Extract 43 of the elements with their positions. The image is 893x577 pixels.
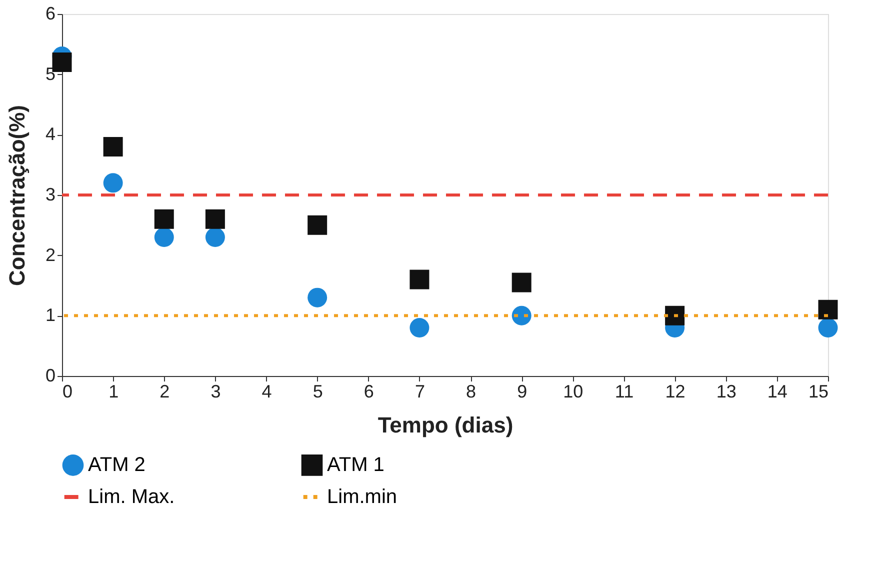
y-tick-label: 3 bbox=[45, 184, 56, 204]
point bbox=[154, 228, 174, 247]
x-axis-title: Tempo (dias) bbox=[378, 412, 514, 438]
x-tick-label: 8 bbox=[466, 382, 476, 402]
point bbox=[512, 306, 532, 326]
legend-label: Lim. Max. bbox=[88, 486, 175, 508]
point bbox=[410, 318, 430, 338]
point bbox=[818, 318, 838, 338]
x-tick-label: 4 bbox=[262, 382, 272, 402]
x-tick-label: 14 bbox=[767, 382, 788, 402]
y-axis-title: Concentração(%) bbox=[4, 105, 30, 286]
point bbox=[665, 306, 685, 326]
y-tick-label: 4 bbox=[45, 124, 56, 144]
point bbox=[308, 288, 328, 308]
x-tick-label: 6 bbox=[364, 382, 374, 402]
point bbox=[205, 228, 225, 247]
x-tick-label: 12 bbox=[665, 382, 686, 402]
x-tick-label: 10 bbox=[563, 382, 584, 402]
x-tick-label: 11 bbox=[614, 382, 634, 402]
legend-label: ATM 1 bbox=[327, 454, 384, 476]
legend-label: ATM 2 bbox=[88, 454, 146, 476]
point bbox=[410, 270, 430, 290]
point bbox=[103, 173, 123, 193]
point bbox=[154, 209, 174, 229]
x-tick-label: 1 bbox=[108, 382, 119, 402]
x-tick-label: 5 bbox=[312, 382, 323, 402]
x-tick-label: 3 bbox=[210, 382, 221, 402]
x-tick-label: 0 bbox=[62, 382, 73, 402]
y-tick-label: 6 bbox=[45, 4, 56, 24]
point bbox=[205, 209, 225, 229]
y-tick-label: 1 bbox=[45, 305, 56, 326]
x-tick-label: 15 bbox=[808, 382, 828, 402]
point bbox=[103, 136, 123, 156]
x-tick-label: 9 bbox=[517, 382, 528, 402]
x-tick-label: 7 bbox=[414, 382, 425, 402]
legend-label: Lim.min bbox=[327, 486, 398, 508]
point bbox=[818, 300, 838, 320]
x-tick-label: 13 bbox=[716, 382, 736, 402]
x-tick-label: 2 bbox=[160, 382, 170, 402]
y-tick-label: 2 bbox=[45, 244, 56, 265]
y-tick-label: 0 bbox=[45, 366, 56, 386]
point bbox=[512, 272, 532, 292]
point bbox=[308, 215, 328, 235]
